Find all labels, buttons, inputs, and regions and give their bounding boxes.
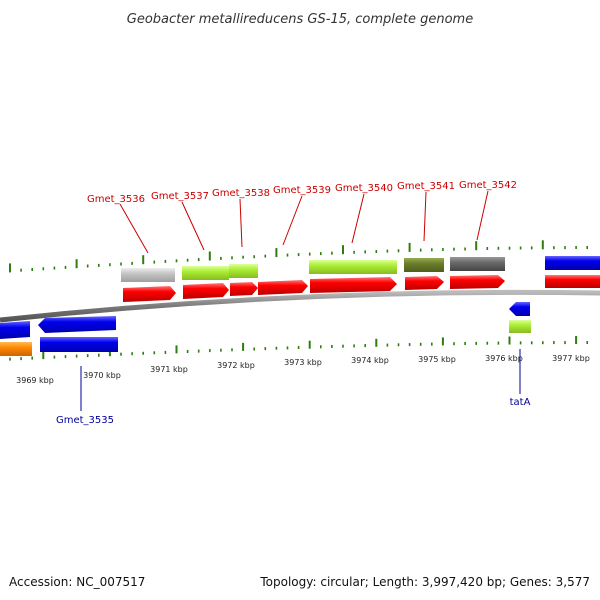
genome-summary-text: Topology: circular; Length: 3,997,420 bp…: [259, 575, 590, 589]
gene-arrow-gmet-3541: [405, 276, 444, 290]
map-title: Geobacter metallireducens GS-15, complet…: [127, 12, 473, 27]
gene-label: Gmet_3539: [273, 185, 331, 196]
cog-bars-forward: [121, 256, 600, 282]
reverse-genes: [0, 302, 530, 339]
cog-bar: [509, 320, 531, 333]
cog-bar: [182, 266, 229, 280]
gene-label: Gmet_3536: [87, 194, 145, 205]
gene-arrow-gmet-3535: [38, 316, 116, 333]
gene-arrow-gmet-3536: [123, 286, 176, 302]
gene-label: Gmet_3541: [397, 181, 455, 192]
gene-arrow-reverse: [0, 321, 30, 339]
scale-label: 3969 kbp: [16, 376, 54, 385]
cog-bar: [40, 337, 118, 352]
forward-genes: [123, 275, 600, 302]
scale-label: 3976 kbp: [485, 354, 523, 363]
genome-backbone: [0, 289, 600, 323]
inner-tick-row: [9, 336, 589, 361]
cog-bar: [450, 257, 505, 271]
gene-label: Gmet_3538: [212, 188, 270, 199]
cog-bar: [404, 258, 444, 272]
gene-arrow-gmet-3540: [310, 277, 397, 293]
scale-label: 3975 kbp: [418, 355, 456, 364]
gene-arrow-gmet-3537: [183, 283, 229, 299]
scale-label: 3974 kbp: [351, 356, 389, 365]
gene-label: tatA: [510, 397, 531, 408]
bottom-label-leaders: [80, 349, 521, 411]
cog-bars-reverse: [0, 320, 531, 356]
scale-label: 3973 kbp: [284, 358, 322, 367]
gene-arrow-tatA: [509, 302, 530, 316]
gene-label: Gmet_3540: [335, 183, 393, 194]
cog-bar: [309, 260, 397, 274]
top-gene-labels: Gmet_3536 Gmet_3537 Gmet_3538 Gmet_3539 …: [87, 180, 517, 205]
gene-label: Gmet_3542: [459, 180, 517, 191]
cog-bar: [229, 264, 258, 278]
accession-text: Accession: NC_007517: [9, 575, 145, 589]
cog-bar: [121, 268, 175, 282]
scale-label: 3970 kbp: [83, 371, 121, 380]
gene-arrow-gmet-3539: [258, 280, 308, 295]
outer-tick-row: [9, 240, 589, 273]
scale-label: 3972 kbp: [217, 361, 255, 370]
scale-label: 3977 kbp: [552, 354, 590, 363]
scale-labels: 3969 kbp 3970 kbp 3971 kbp 3972 kbp 3973…: [16, 354, 590, 385]
scale-label: 3971 kbp: [150, 365, 188, 374]
gene-arrow-next: [545, 275, 600, 288]
gene-arrow-gmet-3538: [230, 282, 258, 296]
bottom-gene-labels: Gmet_3535 tatA: [56, 397, 531, 426]
gene-arrow-gmet-3542: [450, 275, 505, 289]
gene-label: Gmet_3537: [151, 191, 209, 202]
cog-bar: [545, 256, 600, 270]
cog-bar: [0, 342, 32, 356]
gene-label: Gmet_3535: [56, 415, 114, 426]
top-label-leaders: [119, 190, 489, 254]
